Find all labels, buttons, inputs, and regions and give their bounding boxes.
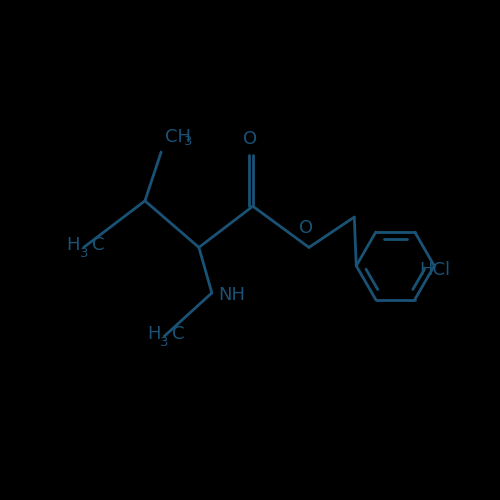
- Text: HCl: HCl: [420, 261, 450, 279]
- Text: CH: CH: [165, 128, 191, 146]
- Text: H: H: [147, 325, 160, 343]
- Text: O: O: [244, 130, 258, 148]
- Text: 3: 3: [80, 247, 88, 260]
- Text: NH: NH: [218, 286, 245, 304]
- Text: C: C: [172, 325, 185, 343]
- Text: C: C: [92, 236, 104, 254]
- Text: O: O: [300, 220, 314, 238]
- Text: 3: 3: [184, 134, 192, 147]
- Text: H: H: [66, 236, 80, 254]
- Text: 3: 3: [160, 336, 169, 349]
